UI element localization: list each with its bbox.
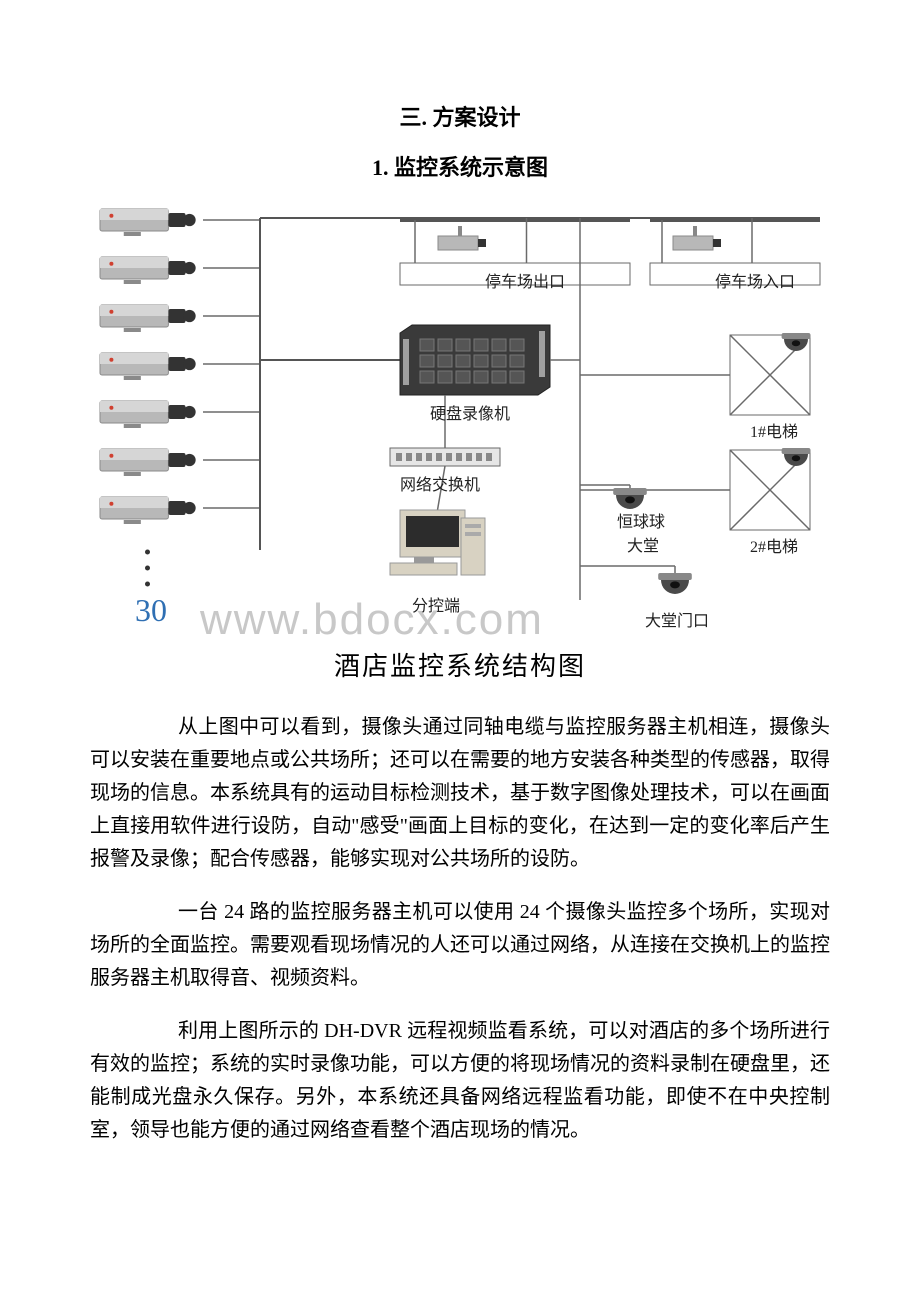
label-switch: 网络交换机 (400, 471, 480, 495)
document-page: 三. 方案设计 1. 监控系统示意图 停车场出口 停车场入口 硬盘录像机 网络交… (0, 0, 920, 1302)
diagram-caption: 酒店监控系统结构图 (90, 646, 830, 683)
label-parking-exit: 停车场出口 (485, 268, 565, 292)
subsection-heading: 1. 监控系统示意图 (90, 150, 830, 182)
body-paragraph-1: 从上图中可以看到，摄像头通过同轴电缆与监控服务器主机相连，摄像头可以安装在重要地… (90, 711, 830, 876)
body-paragraph-3: 利用上图所示的 DH-DVR 远程视频监看系统，可以对酒店的多个场所进行有效的监… (90, 1015, 830, 1147)
body-paragraph-2: 一台 24 路的监控服务器主机可以使用 24 个摄像头监控多个场所，实现对场所的… (90, 896, 830, 995)
label-lobby: 大堂 (627, 532, 659, 556)
label-dvr: 硬盘录像机 (430, 400, 510, 424)
label-gate: 大堂门口 (645, 607, 709, 631)
label-lobby-ball: 恒球球 (617, 508, 665, 532)
camera-total-count: 30 (135, 592, 167, 629)
label-client: 分控端 (412, 592, 460, 616)
label-parking-entry: 停车场入口 (715, 268, 795, 292)
label-elev1: 1#电梯 (750, 418, 798, 442)
section-heading: 三. 方案设计 (90, 100, 830, 132)
system-diagram: 停车场出口 停车场入口 硬盘录像机 网络交换机 分控端 恒球球 大堂 大堂门口 … (90, 200, 830, 640)
label-elev2: 2#电梯 (750, 533, 798, 557)
